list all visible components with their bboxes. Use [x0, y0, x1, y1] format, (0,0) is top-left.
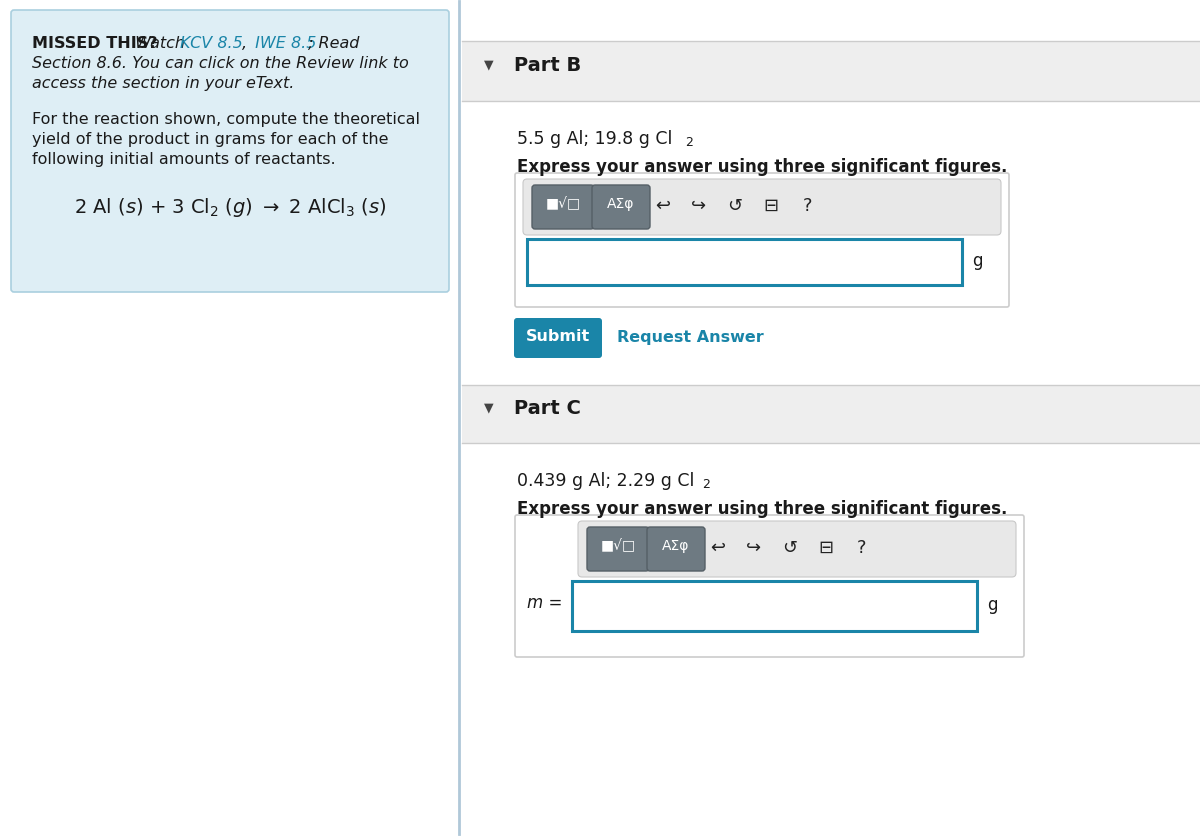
FancyBboxPatch shape	[515, 515, 1024, 657]
Text: Section 8.6. You can click on the Review link to: Section 8.6. You can click on the Review…	[32, 56, 409, 71]
FancyBboxPatch shape	[532, 186, 594, 230]
FancyBboxPatch shape	[523, 180, 1001, 236]
Text: ↺: ↺	[727, 196, 743, 215]
Text: ⊟: ⊟	[763, 196, 779, 215]
FancyBboxPatch shape	[592, 186, 650, 230]
Text: ▼: ▼	[484, 58, 493, 71]
Text: ■√□: ■√□	[546, 196, 581, 211]
Text: ↪: ↪	[691, 196, 707, 215]
Text: ?: ?	[803, 196, 811, 215]
Text: Watch: Watch	[130, 36, 190, 51]
Text: ΑΣφ: ΑΣφ	[607, 196, 635, 211]
Text: KCV 8.5: KCV 8.5	[180, 36, 242, 51]
FancyBboxPatch shape	[514, 319, 602, 359]
Text: g: g	[986, 595, 997, 614]
Text: Request Answer: Request Answer	[617, 329, 763, 344]
Text: 2: 2	[685, 135, 692, 149]
Text: ■√□: ■√□	[600, 538, 636, 553]
Bar	[462, 42, 1200, 102]
Text: ▼: ▼	[484, 400, 493, 414]
Text: yield of the product in grams for each of the: yield of the product in grams for each o…	[32, 132, 389, 147]
Text: IWE 8.5: IWE 8.5	[250, 36, 317, 51]
Text: ↩: ↩	[710, 538, 726, 556]
FancyBboxPatch shape	[515, 174, 1009, 308]
FancyBboxPatch shape	[578, 522, 1016, 578]
Text: access the section in your eText.: access the section in your eText.	[32, 76, 294, 91]
Text: ↺: ↺	[782, 538, 798, 556]
FancyBboxPatch shape	[587, 528, 649, 571]
Bar	[462, 385, 1200, 443]
Text: 2 Al ($s$) + 3 Cl$_2$ ($g$) $\rightarrow$ 2 AlCl$_3$ ($s$): 2 Al ($s$) + 3 Cl$_2$ ($g$) $\rightarrow…	[73, 196, 386, 219]
Text: ; Read: ; Read	[308, 36, 359, 51]
Text: 2: 2	[702, 477, 710, 491]
Text: ⊟: ⊟	[818, 538, 834, 556]
Bar	[572, 581, 977, 631]
Text: Submit: Submit	[526, 329, 590, 344]
Text: following initial amounts of reactants.: following initial amounts of reactants.	[32, 152, 336, 167]
Text: g: g	[972, 252, 983, 270]
Text: m =: m =	[527, 594, 563, 611]
FancyBboxPatch shape	[11, 11, 449, 293]
Text: For the reaction shown, compute the theoretical: For the reaction shown, compute the theo…	[32, 112, 420, 127]
Text: ↩: ↩	[655, 196, 671, 215]
Text: Express your answer using three significant figures.: Express your answer using three signific…	[517, 158, 1007, 176]
FancyBboxPatch shape	[647, 528, 706, 571]
Text: ?: ?	[857, 538, 866, 556]
Bar	[527, 240, 962, 286]
Text: Part C: Part C	[514, 399, 581, 417]
Text: 0.439 g Al; 2.29 g Cl: 0.439 g Al; 2.29 g Cl	[517, 472, 695, 489]
Text: Part B: Part B	[514, 56, 581, 75]
Text: Express your answer using three significant figures.: Express your answer using three signific…	[517, 499, 1007, 517]
Text: MISSED THIS?: MISSED THIS?	[32, 36, 157, 51]
Text: ,: ,	[242, 36, 247, 51]
Text: 5.5 g Al; 19.8 g Cl: 5.5 g Al; 19.8 g Cl	[517, 130, 672, 148]
Text: ↪: ↪	[746, 538, 762, 556]
Text: ΑΣφ: ΑΣφ	[662, 538, 690, 553]
